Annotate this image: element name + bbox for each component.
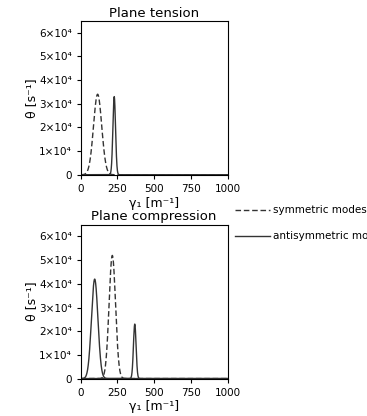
X-axis label: γ₁ [m⁻¹]: γ₁ [m⁻¹] [129, 400, 179, 414]
X-axis label: γ₁ [m⁻¹]: γ₁ [m⁻¹] [129, 196, 179, 210]
Title: Plane compression: Plane compression [91, 210, 217, 223]
Text: symmetric modes: symmetric modes [273, 205, 366, 215]
Text: antisymmetric modes: antisymmetric modes [273, 230, 367, 240]
Y-axis label: θ [s⁻¹]: θ [s⁻¹] [25, 282, 37, 322]
Y-axis label: θ [s⁻¹]: θ [s⁻¹] [25, 78, 37, 118]
Title: Plane tension: Plane tension [109, 7, 199, 20]
